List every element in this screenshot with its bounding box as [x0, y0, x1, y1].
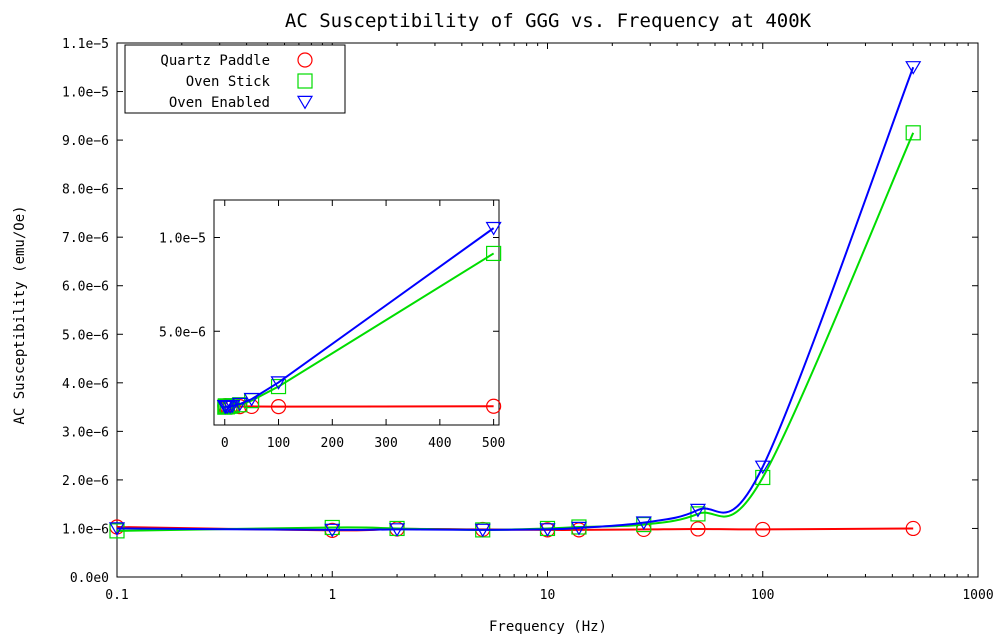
inset-x-tick-label: 400 [428, 436, 451, 451]
main-plot: 0.1 1 10 100 10000.0e01.0e−62.0e−63.0e−64.0e… [62, 37, 994, 603]
main-data-point [570, 521, 588, 536]
main-y-tick-label: 5.0e−6 [62, 328, 109, 343]
legend-marker [297, 73, 313, 89]
main-data-point [905, 125, 921, 141]
legend-square-icon [297, 73, 313, 89]
inset-frame [213, 199, 500, 426]
inset-y-tick-label: 1.0e−5 [159, 232, 206, 247]
main-data-point [109, 523, 125, 539]
main-x-tick-label: 10 [540, 588, 556, 603]
main-y-tick-label: 3.0e−6 [62, 425, 109, 440]
main-x-tick-label: 1000 [962, 588, 993, 603]
main-y-tick-label: 6.0e−6 [62, 280, 109, 295]
main-series-line-2 [116, 66, 915, 531]
main-y-tick-label: 4.0e−6 [62, 377, 109, 392]
main-data-point [689, 503, 707, 518]
main-data-point [474, 523, 491, 538]
legend-marker [297, 52, 313, 68]
legend-triangle-down-icon [296, 95, 314, 110]
inset-data-point [486, 245, 502, 262]
main-data-point [388, 523, 406, 537]
inset-data-point [243, 392, 260, 407]
legend-label: Quartz Paddle [160, 53, 270, 69]
main-data-point [755, 521, 771, 538]
inset-x-tick-label: 500 [482, 436, 505, 451]
inset-x-tick-label: 0 [221, 436, 229, 451]
main-data-point [539, 523, 556, 537]
inset-series-line-0 [223, 405, 494, 409]
inset-x-tick-label: 200 [321, 436, 344, 451]
x-axis-label: Frequency (Hz) [489, 619, 607, 635]
main-data-point [755, 469, 771, 486]
inset-data-point [485, 221, 502, 236]
legend-marker [296, 95, 314, 110]
main-y-tick-label: 1.0e−5 [62, 86, 109, 101]
main-y-tick-label: 8.0e−6 [62, 183, 109, 198]
main-data-point [905, 61, 922, 75]
y-axis-label: AC Susceptibility (emu/Oe) [12, 205, 28, 424]
main-data-point [690, 521, 706, 537]
legend-entry-quartz-paddle: Quartz Paddle [160, 52, 313, 69]
main-data-point [324, 523, 341, 538]
main-y-tick-label: 0.0e0 [70, 571, 109, 586]
inset-y-tick-label: 5.0e−6 [159, 325, 206, 340]
legend: Quartz Paddle Oven Stick Oven Enabled [124, 44, 346, 114]
main-data-point [324, 519, 340, 536]
main-data-point [905, 520, 921, 537]
chart-title: AC Susceptibility of GGG vs. Frequency a… [285, 10, 812, 32]
inset-data-point [231, 397, 248, 412]
inset-x-tick-label: 300 [374, 436, 397, 451]
main-y-tick-label: 1.1e−5 [62, 37, 109, 52]
legend-label: Oven Enabled [169, 95, 270, 111]
main-y-tick-label: 1.0e−6 [62, 522, 109, 537]
main-x-tick-label: 0.1 [105, 588, 128, 603]
legend-label: Oven Stick [186, 74, 271, 90]
main-y-tick-label: 7.0e−6 [62, 231, 109, 246]
main-data-point [635, 516, 652, 531]
legend-circle-icon [297, 52, 313, 68]
inset-x-tick-label: 100 [267, 436, 290, 451]
main-x-tick-label: 1 [328, 588, 336, 603]
main-y-tick-label: 2.0e−6 [62, 474, 109, 489]
inset-data-point [270, 399, 287, 415]
inset-plot: 0 100 200 300 400 500 5.0e−6 1.0e−5 [159, 199, 505, 451]
main-series-line-1 [116, 132, 915, 532]
inset-data-point [224, 399, 241, 414]
legend-entry-oven-enabled: Oven Enabled [169, 95, 314, 111]
main-y-tick-label: 9.0e−6 [62, 134, 109, 149]
main-data-point [754, 460, 771, 475]
inset-data-point [270, 376, 287, 390]
legend-entry-oven-stick: Oven Stick [186, 73, 313, 90]
inset-data-point [486, 398, 502, 414]
main-data-point [108, 522, 126, 536]
main-x-tick-label: 100 [751, 588, 774, 603]
